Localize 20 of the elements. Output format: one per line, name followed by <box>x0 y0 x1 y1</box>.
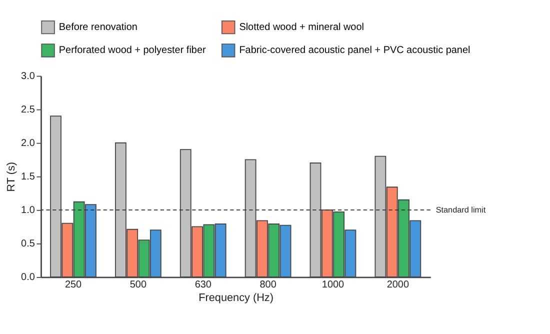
x-axis-title: Frequency (Hz) <box>198 292 274 304</box>
y-axis-title: RT (s) <box>6 162 18 192</box>
legend-label: Slotted wood + mineral wool <box>239 22 364 34</box>
legend-label: Before renovation <box>58 22 138 34</box>
y-tick-label: 2.5 <box>21 104 36 116</box>
x-tick-label: 1000 <box>322 279 345 290</box>
y-tick-label: 0.5 <box>21 238 36 250</box>
legend-label: Fabric-covered acoustic panel + PVC acoustic panel <box>239 45 470 56</box>
y-tick-label: 0.0 <box>21 272 36 284</box>
y-tick-label: 1.0 <box>21 205 36 216</box>
x-tick-label: 630 <box>194 279 212 290</box>
x-tick-label: 500 <box>130 279 147 290</box>
x-tick-label: 250 <box>64 279 82 290</box>
y-tick-label: 3.0 <box>21 71 36 82</box>
x-tick-label: 2000 <box>386 279 410 290</box>
y-tick-label: 2.0 <box>21 138 36 150</box>
ref-line-label: Standard limit <box>436 206 486 215</box>
legend-label: Perforated wood + polyester fiber <box>58 45 206 56</box>
y-tick-label: 1.5 <box>21 172 36 183</box>
x-tick-label: 800 <box>260 279 277 290</box>
